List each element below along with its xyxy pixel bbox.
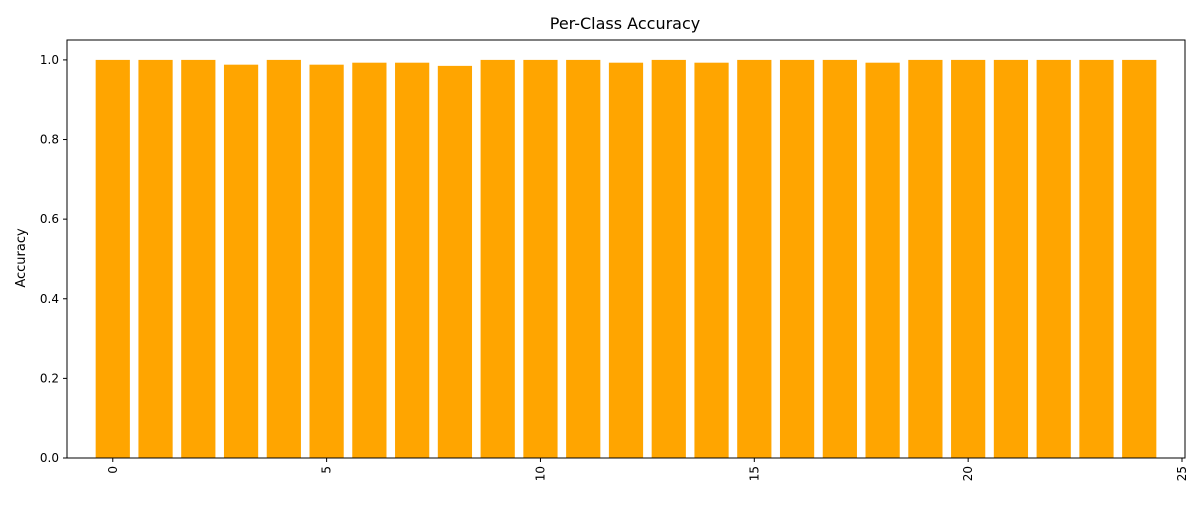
x-tick-label: 0	[106, 466, 120, 474]
y-tick-label: 0.6	[40, 212, 59, 226]
bar-class-18	[865, 62, 900, 458]
x-tick-label: 25	[1175, 466, 1189, 481]
bar-class-3	[223, 64, 259, 459]
x-tick-label: 20	[961, 466, 975, 481]
bar-class-20	[951, 59, 986, 459]
bar-class-17	[822, 59, 857, 459]
bar-class-15	[737, 59, 772, 459]
bar-class-19	[908, 59, 943, 459]
y-tick-label: 0.0	[40, 451, 59, 465]
x-axis: 0 5 10 15 20 25	[106, 458, 1189, 481]
bar-class-0	[95, 59, 130, 459]
bar-class-2	[181, 59, 216, 459]
bar-class-16	[779, 59, 815, 459]
bar-class-8	[437, 65, 473, 458]
bar-class-6	[352, 62, 387, 458]
bars-group	[95, 59, 1157, 459]
x-tick-label: 10	[533, 466, 547, 481]
bar-class-1	[138, 59, 173, 459]
bar-class-14	[694, 62, 729, 458]
bar-class-12	[608, 62, 644, 458]
y-axis: 0.0 0.2 0.4 0.6 0.8 1.0	[40, 53, 67, 465]
bar-class-11	[566, 59, 601, 459]
bar-class-10	[523, 59, 558, 459]
bar-class-24	[1122, 59, 1157, 459]
bar-class-5	[309, 64, 344, 459]
x-tick-label: 5	[320, 466, 334, 474]
chart-title: Per-Class Accuracy	[550, 14, 700, 33]
bar-class-23	[1079, 59, 1114, 459]
plot-frame	[66, 39, 1186, 459]
bar-class-13	[651, 59, 686, 459]
bar-class-22	[1036, 59, 1071, 459]
y-tick-label: 0.2	[40, 371, 59, 385]
y-tick-label: 1.0	[40, 53, 59, 67]
y-tick-label: 0.4	[40, 292, 59, 306]
bar-class-4	[266, 59, 301, 459]
bar-class-7	[395, 62, 430, 458]
bar-class-9	[480, 59, 515, 459]
y-tick-label: 0.8	[40, 133, 59, 147]
y-axis-label: Accuracy	[14, 228, 29, 288]
bar-class-21	[993, 59, 1029, 459]
x-tick-label: 15	[747, 466, 761, 481]
